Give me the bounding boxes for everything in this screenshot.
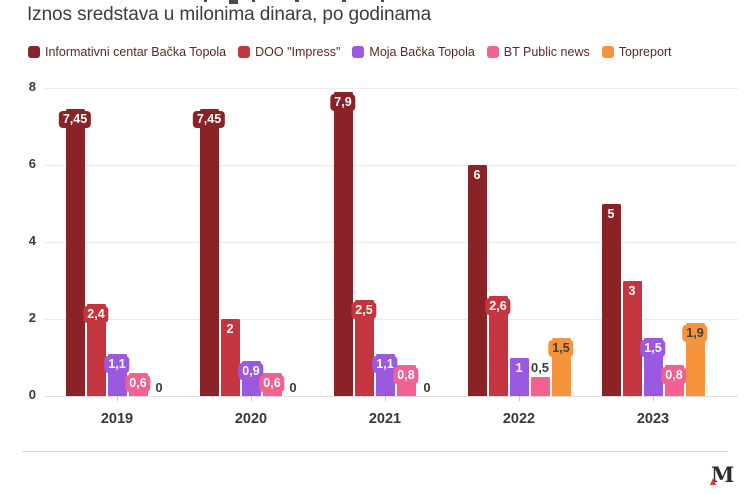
zero-value-label: 0 (423, 380, 431, 395)
clipped-text-remnant (381, 0, 384, 2)
bar-value-label: 0,6 (259, 374, 285, 392)
bar-value-label: 0,5 (530, 359, 550, 375)
y-axis-tick-label: 0 (28, 387, 36, 402)
legend-swatch-icon (28, 46, 40, 58)
bar-doo-impress-2023 (622, 280, 642, 396)
gridline-4 (44, 242, 738, 243)
x-axis-tick (385, 396, 386, 401)
zero-value-label: 0 (155, 380, 163, 395)
bar-doo-impress-2021 (354, 299, 374, 396)
legend-item-label: Moja Bačka Topola (369, 45, 475, 59)
legend-item-label: DOO "Impress" (255, 45, 341, 59)
brand-logo: M (709, 464, 735, 488)
clipped-text-remnant (342, 0, 346, 2)
bar-informativni-centar-ba-ka-topola-2023 (601, 203, 621, 396)
bar-value-label: 7,9 (330, 93, 356, 111)
bar-informativni-centar-ba-ka-topola-2020 (199, 109, 219, 396)
legend-item-moja-ba-ka-topola: Moja Bačka Topola (352, 45, 475, 59)
bar-informativni-centar-ba-ka-topola-2022 (467, 165, 487, 396)
bar-value-label: 6 (469, 167, 485, 184)
x-axis-tick (117, 396, 118, 401)
x-axis-label-2022: 2022 (502, 411, 536, 427)
bar-value-label: 0,8 (661, 367, 687, 385)
bar-value-label: 2 (222, 321, 238, 338)
clipped-text-remnant (204, 0, 207, 2)
chart-legend: Informativni centar Bačka Topola DOO "Imp… (28, 45, 672, 59)
bar-value-label: 3 (624, 282, 640, 300)
x-axis-tick (653, 396, 654, 401)
bar-value-label: 0,6 (125, 374, 151, 392)
zero-value-label: 0 (289, 380, 297, 395)
bar-value-label: 1,9 (682, 324, 708, 342)
bar-doo-impress-2019 (86, 303, 106, 396)
y-axis-tick-label: 2 (28, 310, 36, 325)
bar-value-label: 2,4 (83, 305, 109, 323)
bar-value-label: 0,9 (238, 363, 264, 381)
bar-bt-public-news-2022 (530, 376, 550, 396)
clipped-text-remnant (252, 0, 255, 2)
x-axis-label-2021: 2021 (368, 411, 402, 427)
gridline-2 (44, 319, 738, 320)
bar-value-label: 1,5 (548, 340, 574, 358)
legend-item-label: BT Public news (503, 45, 590, 59)
bar-value-label: 7,45 (58, 111, 92, 129)
bar-informativni-centar-ba-ka-topola-2021 (333, 91, 353, 396)
logo-m-letter: M (711, 462, 735, 487)
legend-item-label: Topreport (618, 45, 672, 59)
legend-item-doo-impress: DOO "Impress" (238, 45, 340, 59)
bar-value-label: 0,8 (393, 367, 419, 385)
legend-swatch-icon (601, 46, 614, 58)
legend-item-label: Informativni centar Bačka Topola (45, 45, 227, 59)
legend-swatch-icon (486, 46, 499, 58)
clipped-text-remnant (295, 0, 299, 2)
y-axis-tick-label: 4 (28, 233, 36, 248)
gridline-8 (44, 88, 738, 89)
bar-doo-impress-2022 (488, 295, 508, 396)
bar-doo-impress-2020 (220, 319, 240, 396)
bar-value-label: 2,5 (351, 301, 377, 319)
legend-item-topreport: Topreport (601, 45, 672, 59)
bar-value-label: 1,1 (372, 355, 398, 373)
footer-divider (22, 451, 728, 452)
x-axis-tick (519, 396, 520, 401)
legend-item-informativni-centar-ba-ka-topola: Informativni centar Bačka Topola (28, 45, 226, 59)
chart-title: Iznos sredstava u milonima dinara, po go… (27, 4, 432, 25)
bar-value-label: 1,1 (104, 355, 130, 373)
legend-item-bt-public-news: BT Public news (486, 45, 590, 59)
legend-swatch-icon (352, 46, 365, 58)
x-axis-label-2019: 2019 (100, 411, 134, 427)
bar-value-label: 1 (511, 359, 527, 377)
bar-value-label: 2,6 (485, 297, 511, 315)
y-axis-tick-label: 6 (28, 156, 36, 171)
y-axis-tick-label: 8 (28, 79, 36, 94)
x-axis-tick (251, 396, 252, 401)
bar-value-label: 5 (603, 205, 619, 223)
x-axis-label-2023: 2023 (636, 411, 670, 427)
clipped-text-remnant (229, 0, 238, 4)
bar-value-label: 1,5 (640, 340, 666, 358)
bar-value-label: 7,45 (192, 111, 226, 129)
gridline-6 (44, 165, 738, 166)
bar-informativni-centar-ba-ka-topola-2019 (65, 109, 85, 396)
gridline-0 (44, 396, 738, 397)
legend-swatch-icon (238, 46, 251, 58)
x-axis-label-2020: 2020 (234, 411, 268, 427)
logo-red-accent-icon (710, 478, 716, 485)
